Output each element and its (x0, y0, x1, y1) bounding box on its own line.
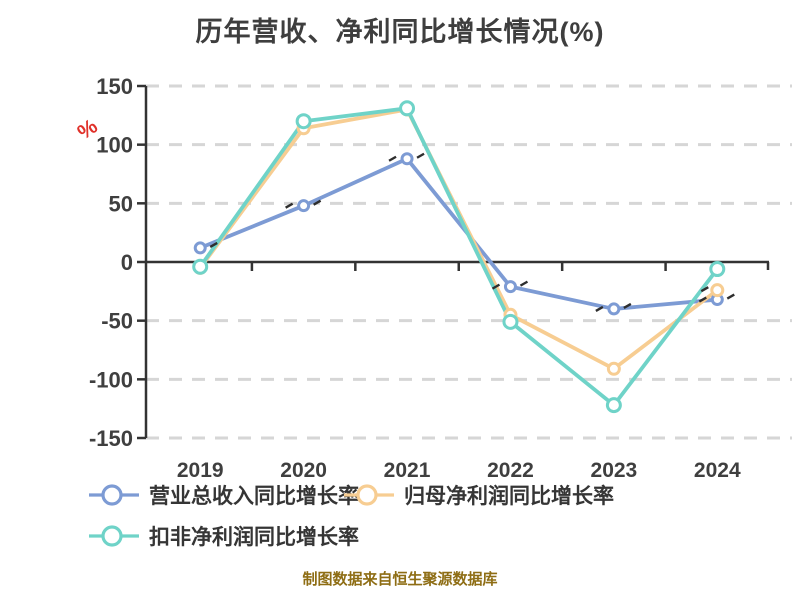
svg-text:0: 0 (121, 250, 133, 275)
legend-marker-icon (89, 484, 139, 506)
legend-label: 营业总收入同比增长率 (149, 485, 359, 508)
legend-label: 扣非净利润同比增长率 (149, 526, 359, 549)
svg-text:2020: 2020 (280, 459, 327, 482)
svg-text:-100: -100 (89, 367, 133, 392)
svg-text:150: 150 (96, 74, 133, 99)
legend-label: 归母净利润同比增长率 (404, 485, 614, 508)
svg-text:-50: -50 (101, 309, 133, 334)
svg-text:50: 50 (109, 191, 133, 216)
svg-text:2022: 2022 (487, 459, 534, 482)
legend-item: 营业总收入同比增长率 (88, 480, 359, 510)
chart-title: 历年营收、净利同比增长情况(%) (195, 17, 605, 47)
svg-text:2019: 2019 (177, 459, 224, 482)
svg-text:-150: -150 (89, 426, 133, 451)
legend-marker-icon (89, 525, 139, 547)
legend-item: 扣非净利润同比增长率 (88, 521, 359, 551)
svg-text:2021: 2021 (384, 459, 431, 482)
legend-marker-icon (344, 484, 394, 506)
data-source-note: 制图数据来自恒生聚源数据库 (302, 571, 498, 588)
legend-item: 归母净利润同比增长率 (343, 480, 614, 510)
svg-text:100: 100 (96, 133, 133, 158)
svg-text:2023: 2023 (591, 459, 638, 482)
svg-text:2024: 2024 (694, 459, 741, 482)
